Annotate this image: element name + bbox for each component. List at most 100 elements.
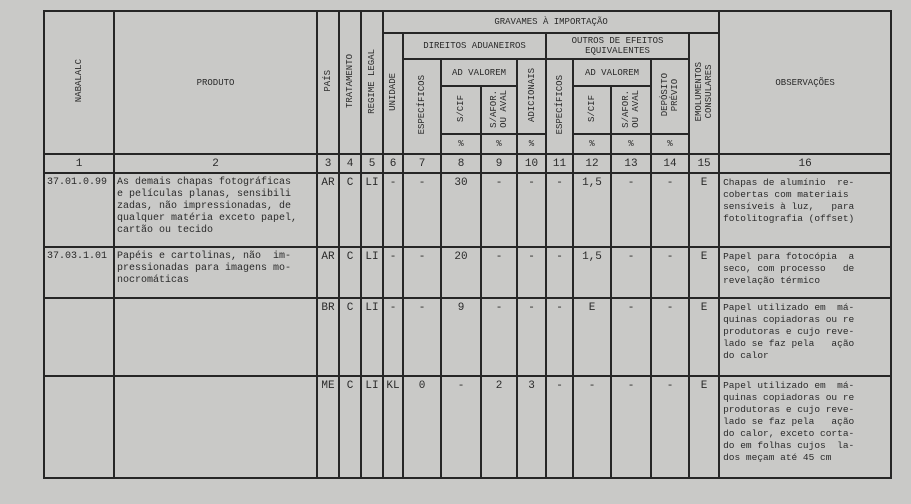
table-cell: - [382,172,404,248]
table-cell: ME [316,375,340,479]
header-text: S/CIF [456,94,466,122]
header-text: NABALALC [74,59,84,103]
column-number: 13 [610,153,652,174]
table-cell: - [516,246,547,299]
table-cell: - [545,246,574,299]
header-produto: PRODUTO [113,10,318,155]
header-s-afor-2: S/AFOR. OU AVAL [610,85,652,135]
header-text: ADICIONAIS [526,67,537,122]
header-text: TRATAMENTO [345,53,355,108]
table-cell: 20 [440,246,482,299]
table-cell: Papéis e cartolinas, não im- pressionada… [113,246,318,299]
header-ad-valorem-2: AD VALOREM [572,58,652,87]
column-number: 7 [402,153,442,174]
header-text: S/AFOR. OU AVAL [489,89,509,128]
table-row: 37.03.1.01 Papéis e cartolinas, não im- p… [43,246,893,299]
header-deposito-previo: DEPÓSITO PRÉVIO [650,58,690,135]
header-especificos: ESPECÍFICOS [402,58,442,155]
column-number: 6 [382,153,404,174]
column-number: 2 [113,153,318,174]
table-cell: - [610,375,652,479]
pct-12: % [572,133,612,155]
table-cell: AR [316,172,340,248]
header-text: UNIDADE [388,73,398,111]
table-cell [43,297,115,377]
column-number: 5 [360,153,384,174]
column-number: 10 [516,153,547,174]
table-cell: E [687,172,721,248]
table-cell: - [650,297,690,377]
header-regime-legal: REGIME LEGAL [360,10,384,155]
table-cell: Chapas de alumínio re- cobertas com mate… [718,172,893,248]
table-cell: 3 [516,375,547,479]
header-especificos-2: ESPECÍFICOS [545,58,574,155]
table-cell: - [402,297,442,377]
table-cell: 9 [440,297,482,377]
table-row: 37.01.0.99 As demais chapas fotográficas … [43,172,893,248]
table-cell: LI [360,297,384,377]
column-number: 15 [687,153,721,174]
column-number: 4 [338,153,362,174]
header-gravames: GRAVAMES À IMPORTAÇÃO [381,10,721,34]
pct-13: % [610,133,652,155]
header-observacoes: OBSERVAÇÕES [718,10,893,155]
table-cell: - [402,246,442,299]
header-s-cif-2: S/CIF [572,85,612,135]
pct-9: % [480,133,518,155]
table-cell: 0 [402,375,442,479]
table-cell: - [402,172,442,248]
pct-8: % [440,133,482,155]
column-number: 3 [316,153,340,174]
header-text: S/AFOR. OU AVAL [621,89,641,128]
header-tratamento: TRATAMENTO [338,10,362,155]
header-text: REGIME LEGAL [367,48,377,114]
table-cell: - [610,297,652,377]
header-s-afor: S/AFOR. OU AVAL [480,85,518,135]
table-cell: LI [360,246,384,299]
table-cell: E [687,297,721,377]
table-cell: Papel para fotocópia a seco, com process… [718,246,893,299]
table-cell: - [382,246,404,299]
table-cell: C [338,375,362,479]
header-text: ESPECÍFICOS [554,75,565,135]
table-cell: AR [316,246,340,299]
column-number: 14 [650,153,690,174]
table-cell: C [338,246,362,299]
column-number: 12 [572,153,612,174]
table-cell: BR [316,297,340,377]
table-cell: Papel utilizado em má- quinas copiadoras… [718,297,893,377]
header-text: PAÍS [323,70,333,92]
table-cell: 1,5 [572,246,612,299]
header-direitos-aduaneiros: DIREITOS ADUANEIROS [402,32,547,60]
header-text: ESPECÍFICOS [417,75,427,135]
table-cell: LI [360,172,384,248]
header-emolumentos: EMOLUMENTOS CONSULARES [687,32,721,155]
tariff-table-document: NABALALC PRODUTO PAÍS TRATAMENTO REGIME … [43,10,893,479]
table-cell: As demais chapas fotográficas e película… [113,172,318,248]
table-cell: - [480,297,518,377]
table-cell [113,297,318,377]
table-row: ME C LI KL 0-2 3- - - - E Papel utilizado em má- q… [43,375,893,479]
table-cell [113,375,318,479]
table-cell: 37.01.0.99 [43,172,115,248]
table-cell: - [650,246,690,299]
table-cell: E [687,246,721,299]
table-cell: C [338,297,362,377]
table-cell: LI [360,375,384,479]
header-s-cif: S/CIF [440,85,482,135]
column-number: 16 [718,153,893,174]
table-cell: - [545,297,574,377]
table-cell: - [610,172,652,248]
column-number: 1 [43,153,115,174]
table-cell: 1,5 [572,172,612,248]
header-text: S/CIF [587,94,597,122]
table-cell: - [610,246,652,299]
table-cell: E [687,375,721,479]
pct-10: % [516,133,547,155]
table-cell: - [440,375,482,479]
table-row: BR C LI - -9- - - E - - E Papel utilizado em má- qu… [43,297,893,377]
header-nabalalc: NABALALC [43,10,115,155]
table-cell: - [382,297,404,377]
header-adicionais: ADICIONAIS [516,58,547,135]
table-cell: E [572,297,612,377]
